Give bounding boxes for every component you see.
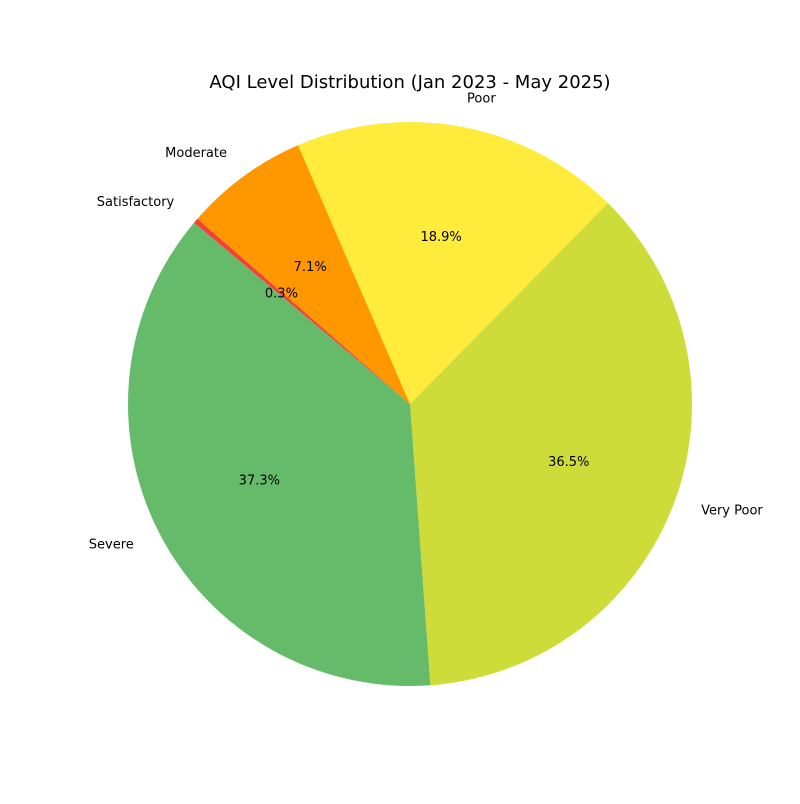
pie-slices [128, 121, 692, 686]
pct-label-very-poor: 36.5% [548, 455, 589, 470]
pie-slice-poor [298, 121, 608, 404]
slice-label-severe: Severe [89, 538, 134, 553]
chart-title: AQI Level Distribution (Jan 2023 - May 2… [209, 72, 610, 93]
pct-label-moderate: 7.1% [294, 260, 327, 275]
pie-slice-satisfactory [193, 218, 410, 404]
slice-label-very-poor: Very Poor [701, 504, 763, 519]
pct-label-severe: 37.3% [239, 474, 280, 489]
pct-label-satisfactory: 0.3% [265, 287, 298, 302]
pie-slice-moderate [197, 145, 410, 404]
pct-label-poor: 18.9% [420, 230, 461, 245]
slice-label-poor: Poor [467, 92, 496, 107]
pie-labels: Satisfactory 0.3% Moderate 7.1% Poor 18.9% Ver… [89, 92, 764, 553]
slice-label-moderate: Moderate [165, 146, 227, 161]
pie-slice-severe [128, 222, 431, 686]
pie-slice-very-poor [410, 203, 692, 686]
slice-label-satisfactory: Satisfactory [97, 195, 175, 210]
